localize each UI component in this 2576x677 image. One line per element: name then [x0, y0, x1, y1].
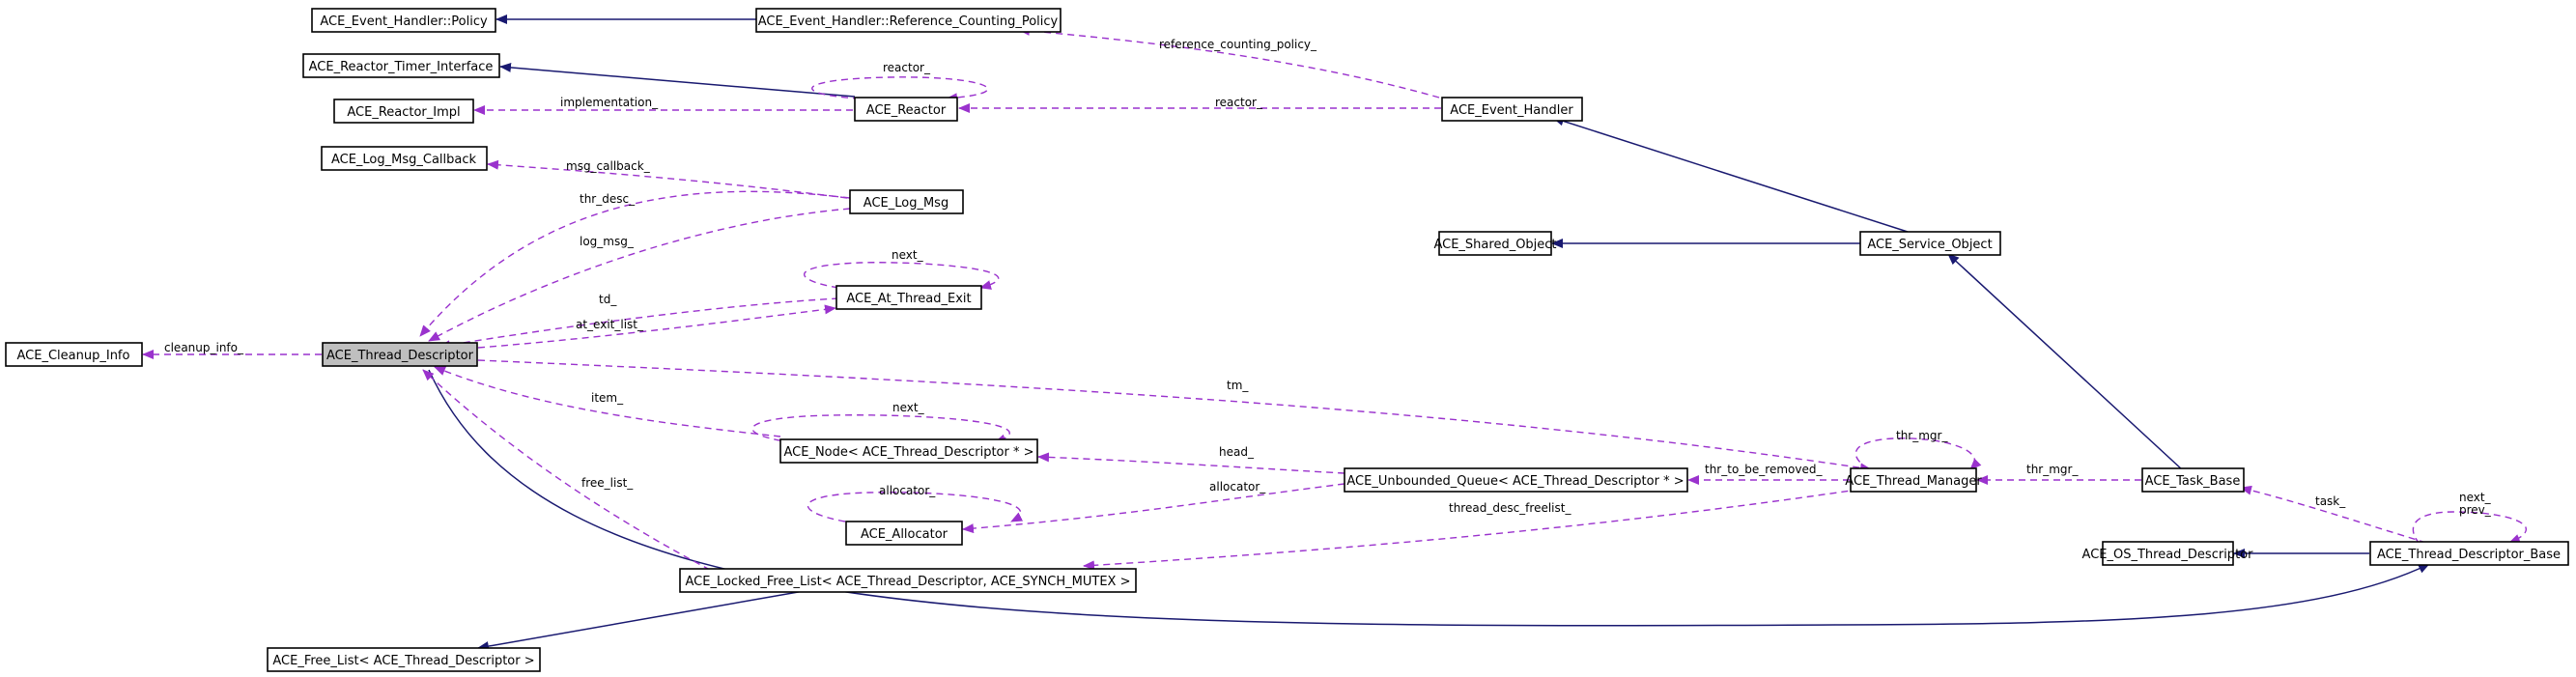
edge-td — [439, 297, 839, 351]
node-unbounded-queue-label: ACE_Unbounded_Queue< ACE_Thread_Descript… — [1346, 474, 1684, 489]
node-log-msg-callback-label: ACE_Log_Msg_Callback — [331, 153, 477, 167]
node-log-msg-label: ACE_Log_Msg — [863, 196, 948, 211]
edge-tm — [477, 359, 1872, 473]
node-at-thread-exit-label: ACE_At_Thread_Exit — [846, 292, 971, 306]
edge-log-msg — [428, 208, 851, 342]
edge-event-handler-inheritance — [1552, 116, 1909, 233]
edge-item — [434, 366, 781, 437]
node-reactor-impl-label: ACE_Reactor_Impl — [347, 105, 460, 120]
label-thread-desc-freelist: thread_desc_freelist_ — [1449, 501, 1571, 515]
edge-head — [1037, 452, 1345, 474]
label-head: head_ — [1219, 445, 1255, 459]
edge-next-exit — [804, 262, 1000, 290]
node-allocator[interactable]: ACE_Allocator — [845, 521, 963, 546]
node-shared-object[interactable]: ACE_Shared_Object — [1433, 231, 1557, 256]
node-os-thread-descriptor-label: ACE_OS_Thread_Descriptor — [2082, 548, 2254, 562]
label-next-exit: next_ — [892, 248, 924, 262]
node-cleanup-info-label: ACE_Cleanup_Info — [17, 349, 130, 363]
edge-allocator — [962, 483, 1345, 534]
node-reactor-timer-interface-label: ACE_Reactor_Timer_Interface — [309, 60, 494, 74]
edge-task — [2240, 485, 2427, 544]
node-os-thread-descriptor[interactable]: ACE_OS_Thread_Descriptor — [2082, 541, 2254, 566]
edge-msg-callback — [487, 159, 848, 199]
edge-next-node — [751, 414, 1010, 444]
label-log-msg: log_msg_ — [580, 235, 635, 248]
node-thread-descriptor-ptr[interactable]: ACE_Node< ACE_Thread_Descriptor * > — [779, 438, 1038, 464]
label-cleanup-info: cleanup_info_ — [164, 341, 244, 354]
node-task-base[interactable]: ACE_Task_Base — [2141, 467, 2245, 493]
node-free-list-label: ACE_Free_List< ACE_Thread_Descriptor > — [272, 654, 534, 668]
label-prev-base: prev_ — [2459, 503, 2492, 517]
edge-next-prev-base — [2412, 511, 2527, 545]
label-next-node: next_ — [892, 401, 925, 414]
node-event-handler-label: ACE_Event_Handler — [1450, 103, 1573, 118]
node-reactor-impl[interactable]: ACE_Reactor_Impl — [333, 99, 474, 124]
label-thr-to-be-removed: thr_to_be_removed_ — [1705, 463, 1823, 476]
node-event-handler-policy-label: ACE_Event_Handler::Policy — [320, 14, 488, 29]
inheritance-edges — [428, 14, 2430, 652]
label-implementation: implementation_ — [560, 96, 659, 109]
node-locked-free-list-label: ACE_Locked_Free_List< ACE_Thread_Descrip… — [686, 575, 1131, 589]
edge-free-list — [422, 369, 711, 571]
node-cleanup-info[interactable]: ACE_Cleanup_Info — [5, 342, 143, 367]
node-event-handler[interactable]: ACE_Event_Handler — [1441, 97, 1583, 122]
label-reactor-self: reactor_ — [883, 61, 931, 74]
node-reactor-label: ACE_Reactor — [866, 103, 947, 118]
label-thr-mgr-task: thr_mgr_ — [2026, 463, 2079, 476]
node-thread-descriptor-base-label: ACE_Thread_Descriptor_Base — [2377, 548, 2561, 562]
label-msg-callback: msg_callback_ — [566, 159, 651, 173]
usage-edges — [142, 25, 2527, 571]
node-thread-descriptor-label: ACE_Thread_Descriptor — [326, 349, 474, 363]
node-thread-descriptor[interactable]: ACE_Thread_Descriptor — [322, 342, 478, 367]
node-free-list[interactable]: ACE_Free_List< ACE_Thread_Descriptor > — [267, 647, 541, 672]
edge-thread-desc-freelist — [1083, 487, 1872, 571]
label-thr-mgr-self: thr_mgr_ — [1896, 429, 1948, 442]
edge-at-exit-list — [477, 304, 836, 349]
node-reactor[interactable]: ACE_Reactor — [854, 97, 958, 122]
node-task-base-label: ACE_Task_Base — [2145, 474, 2241, 489]
node-reference-counting-policy[interactable]: ACE_Event_Handler::Reference_Counting_Po… — [755, 8, 1062, 33]
label-free-list: free_list_ — [581, 476, 634, 490]
label-task: task_ — [2315, 494, 2346, 508]
label-tm: tm_ — [1227, 379, 1249, 392]
label-reference-counting-policy: reference_counting_policy_ — [1159, 38, 1317, 51]
label-reactor-from-handler: reactor_ — [1215, 96, 1263, 109]
label-item: item_ — [591, 391, 624, 405]
label-allocator: allocator_ — [1209, 480, 1266, 494]
node-reference-counting-policy-label: ACE_Event_Handler::Reference_Counting_Po… — [758, 14, 1059, 29]
edge-thr-desc — [419, 190, 851, 337]
label-td: td_ — [599, 293, 617, 306]
node-thread-manager-label: ACE_Thread_Manager — [1845, 474, 1982, 489]
edge-service-object-inheritance — [1947, 253, 2184, 471]
edge-reactor-self — [811, 76, 988, 103]
node-allocator-label: ACE_Allocator — [861, 527, 948, 542]
edge-allocator-self — [807, 492, 1024, 522]
node-reactor-timer-interface[interactable]: ACE_Reactor_Timer_Interface — [302, 53, 500, 78]
label-next-base: next_ — [2459, 491, 2492, 504]
node-unbounded-queue[interactable]: ACE_Unbounded_Queue< ACE_Thread_Descript… — [1344, 467, 1688, 493]
node-thread-descriptor-ptr-label: ACE_Node< ACE_Thread_Descriptor * > — [783, 445, 1033, 460]
node-at-thread-exit[interactable]: ACE_At_Thread_Exit — [835, 285, 982, 310]
edge-reactor-timer-inheritance — [499, 62, 856, 98]
node-thread-descriptor-base[interactable]: ACE_Thread_Descriptor_Base — [2369, 541, 2569, 566]
edge-free-list-inheritance — [477, 586, 827, 652]
label-allocator-self: allocator_ — [879, 484, 936, 497]
node-service-object[interactable]: ACE_Service_Object — [1859, 231, 2001, 256]
node-thread-manager[interactable]: ACE_Thread_Manager — [1845, 467, 1982, 493]
node-service-object-label: ACE_Service_Object — [1867, 238, 1992, 252]
node-shared-object-label: ACE_Shared_Object — [1433, 238, 1556, 252]
node-event-handler-policy[interactable]: ACE_Event_Handler::Policy — [311, 8, 496, 33]
label-thr-desc: thr_desc_ — [580, 192, 636, 206]
node-log-msg-callback[interactable]: ACE_Log_Msg_Callback — [321, 146, 488, 171]
node-locked-free-list[interactable]: ACE_Locked_Free_List< ACE_Thread_Descrip… — [679, 568, 1137, 593]
edge-thread-descriptor-base-inheritance — [428, 369, 2430, 627]
edge-thr-mgr-self — [1854, 437, 1982, 470]
label-at-exit-list: at_exit_list_ — [576, 318, 644, 331]
node-log-msg[interactable]: ACE_Log_Msg — [849, 189, 964, 214]
edge-reference-counting-policy — [1018, 25, 1440, 99]
edge-labels: reference_counting_policy_ reactor_ impl… — [164, 38, 2492, 517]
